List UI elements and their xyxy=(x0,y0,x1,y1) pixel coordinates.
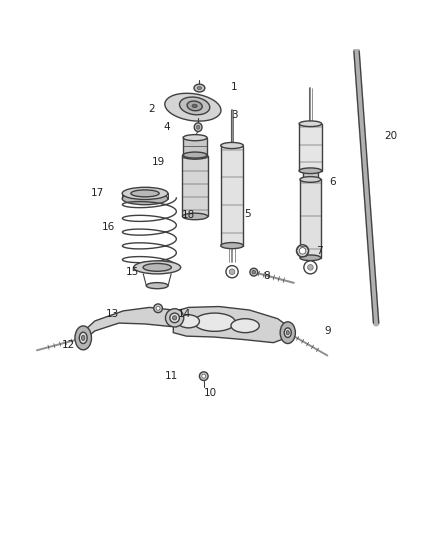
Ellipse shape xyxy=(146,282,168,289)
Text: 20: 20 xyxy=(385,131,397,141)
Ellipse shape xyxy=(192,104,197,108)
Text: 8: 8 xyxy=(264,271,270,281)
Ellipse shape xyxy=(194,313,235,332)
Ellipse shape xyxy=(221,142,244,149)
Ellipse shape xyxy=(187,101,202,111)
Ellipse shape xyxy=(173,316,177,320)
Ellipse shape xyxy=(286,330,289,335)
Text: 4: 4 xyxy=(163,122,170,132)
Ellipse shape xyxy=(197,86,201,90)
Bar xyxy=(183,156,208,216)
Polygon shape xyxy=(173,306,291,343)
Text: 14: 14 xyxy=(177,309,191,319)
Ellipse shape xyxy=(297,245,309,257)
Text: 17: 17 xyxy=(91,188,104,198)
Ellipse shape xyxy=(299,247,306,254)
Text: 1: 1 xyxy=(231,82,237,92)
Text: 7: 7 xyxy=(316,246,322,256)
Ellipse shape xyxy=(170,313,180,322)
Ellipse shape xyxy=(284,328,291,337)
Text: 16: 16 xyxy=(101,222,115,232)
Polygon shape xyxy=(81,308,182,341)
Ellipse shape xyxy=(229,269,235,274)
Text: 5: 5 xyxy=(244,209,251,219)
Ellipse shape xyxy=(166,309,184,327)
Ellipse shape xyxy=(75,326,92,350)
Ellipse shape xyxy=(122,187,168,199)
Text: 15: 15 xyxy=(125,266,138,277)
Ellipse shape xyxy=(194,123,202,132)
Ellipse shape xyxy=(165,93,221,121)
Ellipse shape xyxy=(131,190,159,197)
Ellipse shape xyxy=(143,263,171,271)
Ellipse shape xyxy=(304,261,317,274)
Ellipse shape xyxy=(299,168,322,174)
Text: 9: 9 xyxy=(325,326,331,336)
Ellipse shape xyxy=(183,135,207,141)
Ellipse shape xyxy=(183,152,208,159)
Ellipse shape xyxy=(194,84,205,92)
Ellipse shape xyxy=(226,265,238,278)
Ellipse shape xyxy=(280,322,295,344)
Text: 6: 6 xyxy=(329,176,336,187)
Bar xyxy=(300,180,321,258)
Ellipse shape xyxy=(156,306,160,310)
Ellipse shape xyxy=(307,264,313,270)
Ellipse shape xyxy=(178,315,199,328)
Ellipse shape xyxy=(252,270,255,274)
Bar xyxy=(299,124,322,171)
Ellipse shape xyxy=(183,213,208,220)
Ellipse shape xyxy=(196,125,200,129)
Ellipse shape xyxy=(231,319,259,333)
Text: 18: 18 xyxy=(182,210,195,220)
Ellipse shape xyxy=(81,335,85,341)
Ellipse shape xyxy=(299,121,322,126)
Text: 19: 19 xyxy=(152,157,165,167)
Text: 3: 3 xyxy=(231,110,237,120)
Ellipse shape xyxy=(180,97,210,115)
Bar xyxy=(183,138,207,155)
Ellipse shape xyxy=(250,268,258,276)
Ellipse shape xyxy=(183,152,207,158)
Ellipse shape xyxy=(79,332,87,344)
Text: 11: 11 xyxy=(165,371,178,381)
Bar xyxy=(303,171,318,180)
Text: 10: 10 xyxy=(204,387,217,398)
Ellipse shape xyxy=(122,192,168,205)
Ellipse shape xyxy=(221,243,244,249)
Ellipse shape xyxy=(134,261,181,274)
Ellipse shape xyxy=(300,255,321,261)
Text: 2: 2 xyxy=(148,104,155,114)
Ellipse shape xyxy=(300,176,321,182)
Ellipse shape xyxy=(202,374,206,378)
Ellipse shape xyxy=(199,372,208,381)
Text: 13: 13 xyxy=(106,309,119,319)
Text: 12: 12 xyxy=(62,340,75,350)
Ellipse shape xyxy=(154,304,162,313)
Bar xyxy=(221,146,244,246)
